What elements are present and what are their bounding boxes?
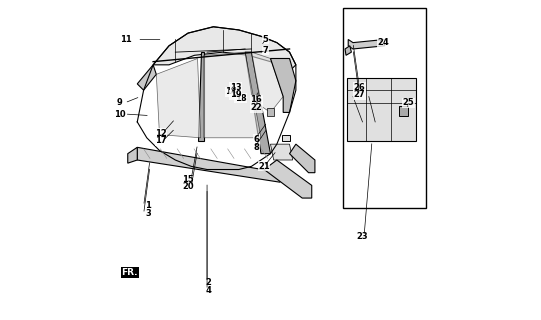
- Text: 6: 6: [253, 135, 259, 144]
- Text: 24: 24: [377, 38, 389, 47]
- Polygon shape: [197, 52, 204, 141]
- Polygon shape: [128, 147, 137, 163]
- Polygon shape: [153, 27, 296, 71]
- Bar: [282, 135, 289, 141]
- Text: 20: 20: [182, 182, 194, 191]
- Text: 9: 9: [117, 99, 123, 108]
- Polygon shape: [347, 77, 417, 141]
- Text: 4: 4: [206, 285, 212, 295]
- Text: 25: 25: [403, 99, 414, 108]
- Polygon shape: [252, 52, 283, 112]
- Polygon shape: [264, 160, 312, 198]
- Polygon shape: [267, 108, 274, 116]
- Text: 7: 7: [263, 46, 269, 55]
- Text: 21: 21: [258, 162, 270, 171]
- Polygon shape: [348, 39, 385, 49]
- Polygon shape: [270, 144, 293, 160]
- Polygon shape: [289, 144, 315, 173]
- Polygon shape: [245, 52, 270, 154]
- Polygon shape: [270, 59, 296, 112]
- Polygon shape: [156, 59, 201, 138]
- Text: 11: 11: [120, 35, 132, 44]
- Text: 18: 18: [235, 94, 246, 103]
- Bar: [344, 8, 426, 208]
- Polygon shape: [204, 52, 261, 138]
- Text: 26: 26: [353, 83, 365, 92]
- Bar: [399, 106, 408, 116]
- Polygon shape: [137, 147, 280, 182]
- Text: 12: 12: [155, 129, 167, 138]
- Text: 3: 3: [146, 209, 151, 219]
- Text: 2: 2: [206, 278, 212, 287]
- Text: 1: 1: [146, 202, 151, 211]
- Text: 19: 19: [230, 91, 241, 100]
- Polygon shape: [345, 46, 352, 55]
- Text: 8: 8: [253, 143, 259, 152]
- Text: 10: 10: [114, 109, 126, 118]
- Text: 13: 13: [230, 83, 241, 92]
- Polygon shape: [137, 65, 156, 90]
- Text: 16: 16: [250, 95, 262, 104]
- Text: 14: 14: [225, 87, 237, 96]
- Text: 15: 15: [182, 174, 194, 184]
- Text: 17: 17: [155, 136, 167, 146]
- Text: FR.: FR.: [121, 268, 138, 277]
- Text: 23: 23: [357, 232, 368, 241]
- Text: 22: 22: [250, 103, 262, 112]
- Text: 5: 5: [263, 35, 269, 44]
- Text: 27: 27: [353, 91, 365, 100]
